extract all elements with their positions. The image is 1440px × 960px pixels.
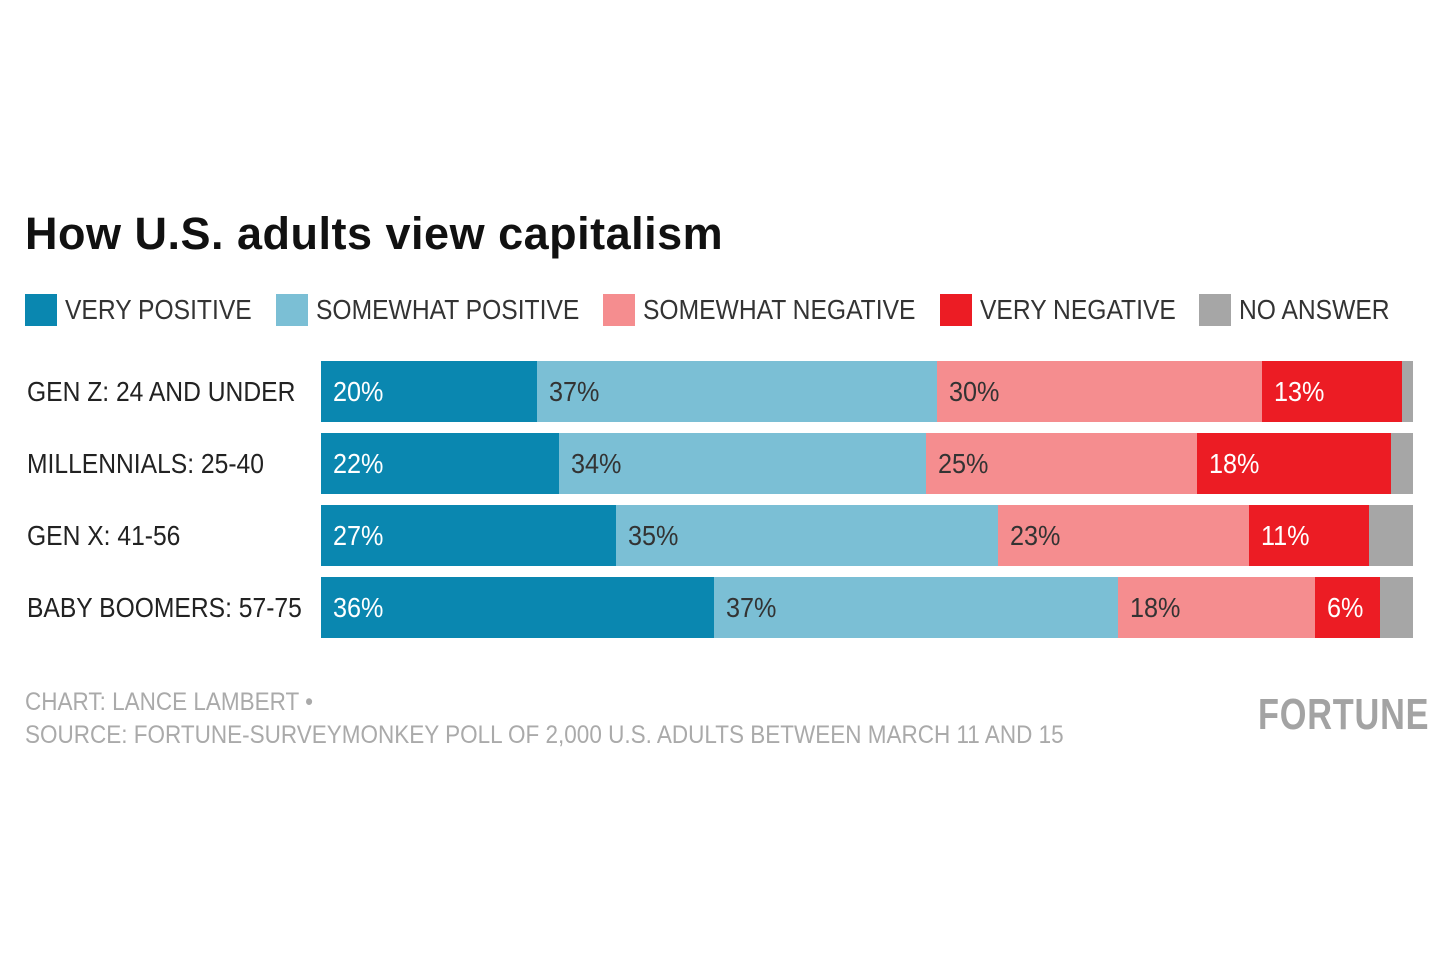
data-label: 35% bbox=[627, 520, 679, 551]
data-label: 18% bbox=[1208, 448, 1260, 479]
data-label: 18% bbox=[1130, 592, 1181, 623]
bar-segment: 23% bbox=[998, 505, 1250, 566]
stacked-bar: 36% 37% 18% 6% bbox=[321, 577, 1413, 638]
bar-segment bbox=[1380, 577, 1413, 638]
legend-label: SOMEWHAT POSITIVE bbox=[315, 294, 580, 325]
legend-label: SOMEWHAT NEGATIVE bbox=[643, 294, 916, 325]
data-label: 6% bbox=[1326, 592, 1364, 623]
legend-item: SOMEWHAT NEGATIVE bbox=[603, 294, 916, 326]
source-note: SOURCE: FORTUNE-SURVEYMONKEY POLL OF 2,0… bbox=[25, 721, 1064, 749]
bar-segment: 11% bbox=[1249, 505, 1370, 566]
legend-item: VERY POSITIVE bbox=[25, 294, 252, 326]
bar-segment: 20% bbox=[321, 361, 538, 422]
stacked-bar: 27% 35% 23% 11% bbox=[321, 505, 1413, 566]
bar-segment bbox=[1369, 505, 1413, 566]
legend-label: VERY POSITIVE bbox=[65, 294, 252, 325]
data-label: 36% bbox=[333, 592, 384, 623]
legend-swatch bbox=[25, 294, 57, 326]
data-label: 27% bbox=[333, 520, 384, 551]
fortune-logo: FORTUNE bbox=[1258, 690, 1430, 739]
bar-row: BABY BOOMERS: 57-75 36% 37% 18% 6% bbox=[0, 577, 1440, 638]
stacked-bar: 20% 37% 30% 13% bbox=[321, 361, 1413, 422]
bar-row: GEN X: 41-56 27% 35% 23% 11% bbox=[0, 505, 1440, 566]
bar-segment: 18% bbox=[1196, 433, 1392, 494]
stacked-bar: 22% 34% 25% 18% bbox=[321, 433, 1413, 494]
bar-segment bbox=[1402, 361, 1413, 422]
data-label: 37% bbox=[549, 376, 600, 407]
legend-swatch bbox=[939, 294, 972, 326]
bar-segment: 6% bbox=[1314, 577, 1381, 638]
data-label: 23% bbox=[1010, 520, 1061, 551]
legend-label: NO ANSWER bbox=[1239, 294, 1390, 325]
bar-segment: 22% bbox=[321, 433, 559, 494]
legend-item: VERY NEGATIVE bbox=[939, 294, 1176, 326]
data-label: 34% bbox=[570, 448, 622, 479]
bar-row: MILLENNIALS: 25-40 22% 34% 25% 18% bbox=[0, 433, 1440, 494]
legend-swatch bbox=[1199, 294, 1232, 326]
bar-segment: 37% bbox=[714, 577, 1119, 638]
legend-swatch bbox=[275, 294, 308, 326]
chart-credit: CHART: LANCE LAMBERT • bbox=[25, 688, 313, 716]
data-label: 25% bbox=[938, 448, 989, 479]
bar-segment: 25% bbox=[926, 433, 1197, 494]
bar-segment: 13% bbox=[1261, 361, 1403, 422]
data-label: 13% bbox=[1273, 376, 1325, 407]
bar-segment bbox=[1391, 433, 1413, 494]
data-label: 11% bbox=[1261, 520, 1310, 551]
data-label: 22% bbox=[333, 448, 384, 479]
bar-segment: 27% bbox=[321, 505, 616, 566]
data-label: 20% bbox=[333, 376, 384, 407]
legend: VERY POSITIVE SOMEWHAT POSITIVE SOMEWHAT N… bbox=[25, 294, 1414, 326]
legend-item: NO ANSWER bbox=[1199, 294, 1390, 326]
bar-row: GEN Z: 24 AND UNDER 20% 37% 30% 13% bbox=[0, 361, 1440, 422]
legend-label: VERY NEGATIVE bbox=[979, 294, 1176, 325]
bar-segment: 30% bbox=[937, 361, 1262, 422]
data-label: 37% bbox=[726, 592, 777, 623]
bar-segment: 35% bbox=[615, 505, 999, 566]
bar-segment: 36% bbox=[321, 577, 715, 638]
bar-segment: 18% bbox=[1118, 577, 1315, 638]
legend-item: SOMEWHAT POSITIVE bbox=[275, 294, 580, 326]
category-label: BABY BOOMERS: 57-75 bbox=[27, 592, 302, 623]
legend-swatch bbox=[603, 294, 636, 326]
chart-title: How U.S. adults view capitalism bbox=[25, 208, 724, 259]
bar-segment: 34% bbox=[558, 433, 927, 494]
category-label: MILLENNIALS: 25-40 bbox=[27, 448, 264, 479]
footer-credits: CHART: LANCE LAMBERT • SOURCE: FORTUNE-S… bbox=[25, 686, 1064, 752]
category-label: GEN X: 41-56 bbox=[27, 520, 181, 551]
data-label: 30% bbox=[949, 376, 1000, 407]
category-label: GEN Z: 24 AND UNDER bbox=[27, 376, 296, 407]
bar-segment: 37% bbox=[537, 361, 938, 422]
